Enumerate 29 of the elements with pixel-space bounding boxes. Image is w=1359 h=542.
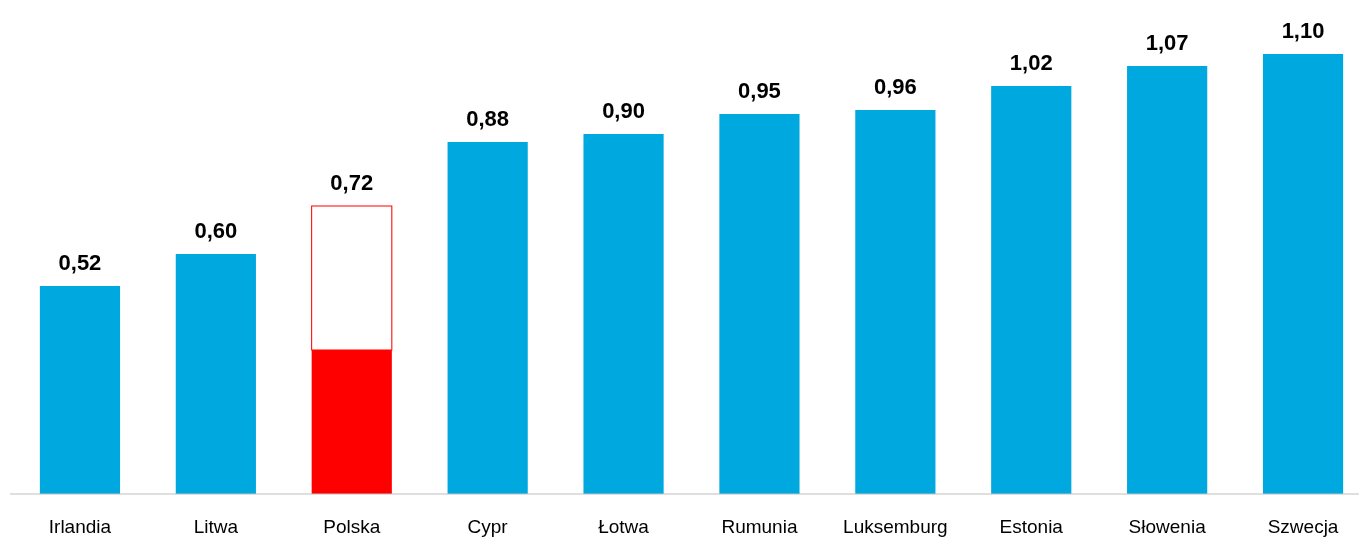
- x-tick-label: Luksemburg: [843, 516, 948, 537]
- bar: [175, 254, 256, 494]
- x-tick-label: Cypr: [467, 516, 509, 537]
- x-tick-label: Rumunia: [721, 516, 798, 537]
- bar: [583, 134, 664, 494]
- data-label: 0,96: [873, 74, 917, 99]
- data-label: 0,52: [58, 250, 102, 275]
- bar: [447, 142, 528, 494]
- data-label: 1,10: [1281, 18, 1325, 43]
- data-label: 1,02: [1009, 50, 1053, 75]
- bar: [39, 286, 121, 494]
- bar: [719, 114, 800, 494]
- data-label: 0,90: [602, 98, 645, 123]
- x-tick-label: Estonia: [999, 516, 1064, 537]
- bar: [855, 110, 936, 494]
- data-label: 0,88: [466, 106, 510, 131]
- x-tick-label: Łotwa: [598, 516, 650, 537]
- bar: [991, 86, 1072, 494]
- data-label: 0,95: [738, 78, 781, 103]
- data-label: 1,07: [1145, 30, 1189, 55]
- x-tick-label: Litwa: [193, 516, 239, 537]
- bar: [1262, 54, 1344, 494]
- bar: [1127, 66, 1208, 494]
- x-tick-label: Irlandia: [48, 516, 112, 537]
- data-label: 0,60: [194, 218, 238, 243]
- x-tick-label: Słowenia: [1128, 516, 1207, 537]
- x-tick-label: Polska: [323, 516, 381, 537]
- data-label: 0,72: [330, 170, 374, 195]
- x-tick-label: Szwecja: [1267, 516, 1339, 537]
